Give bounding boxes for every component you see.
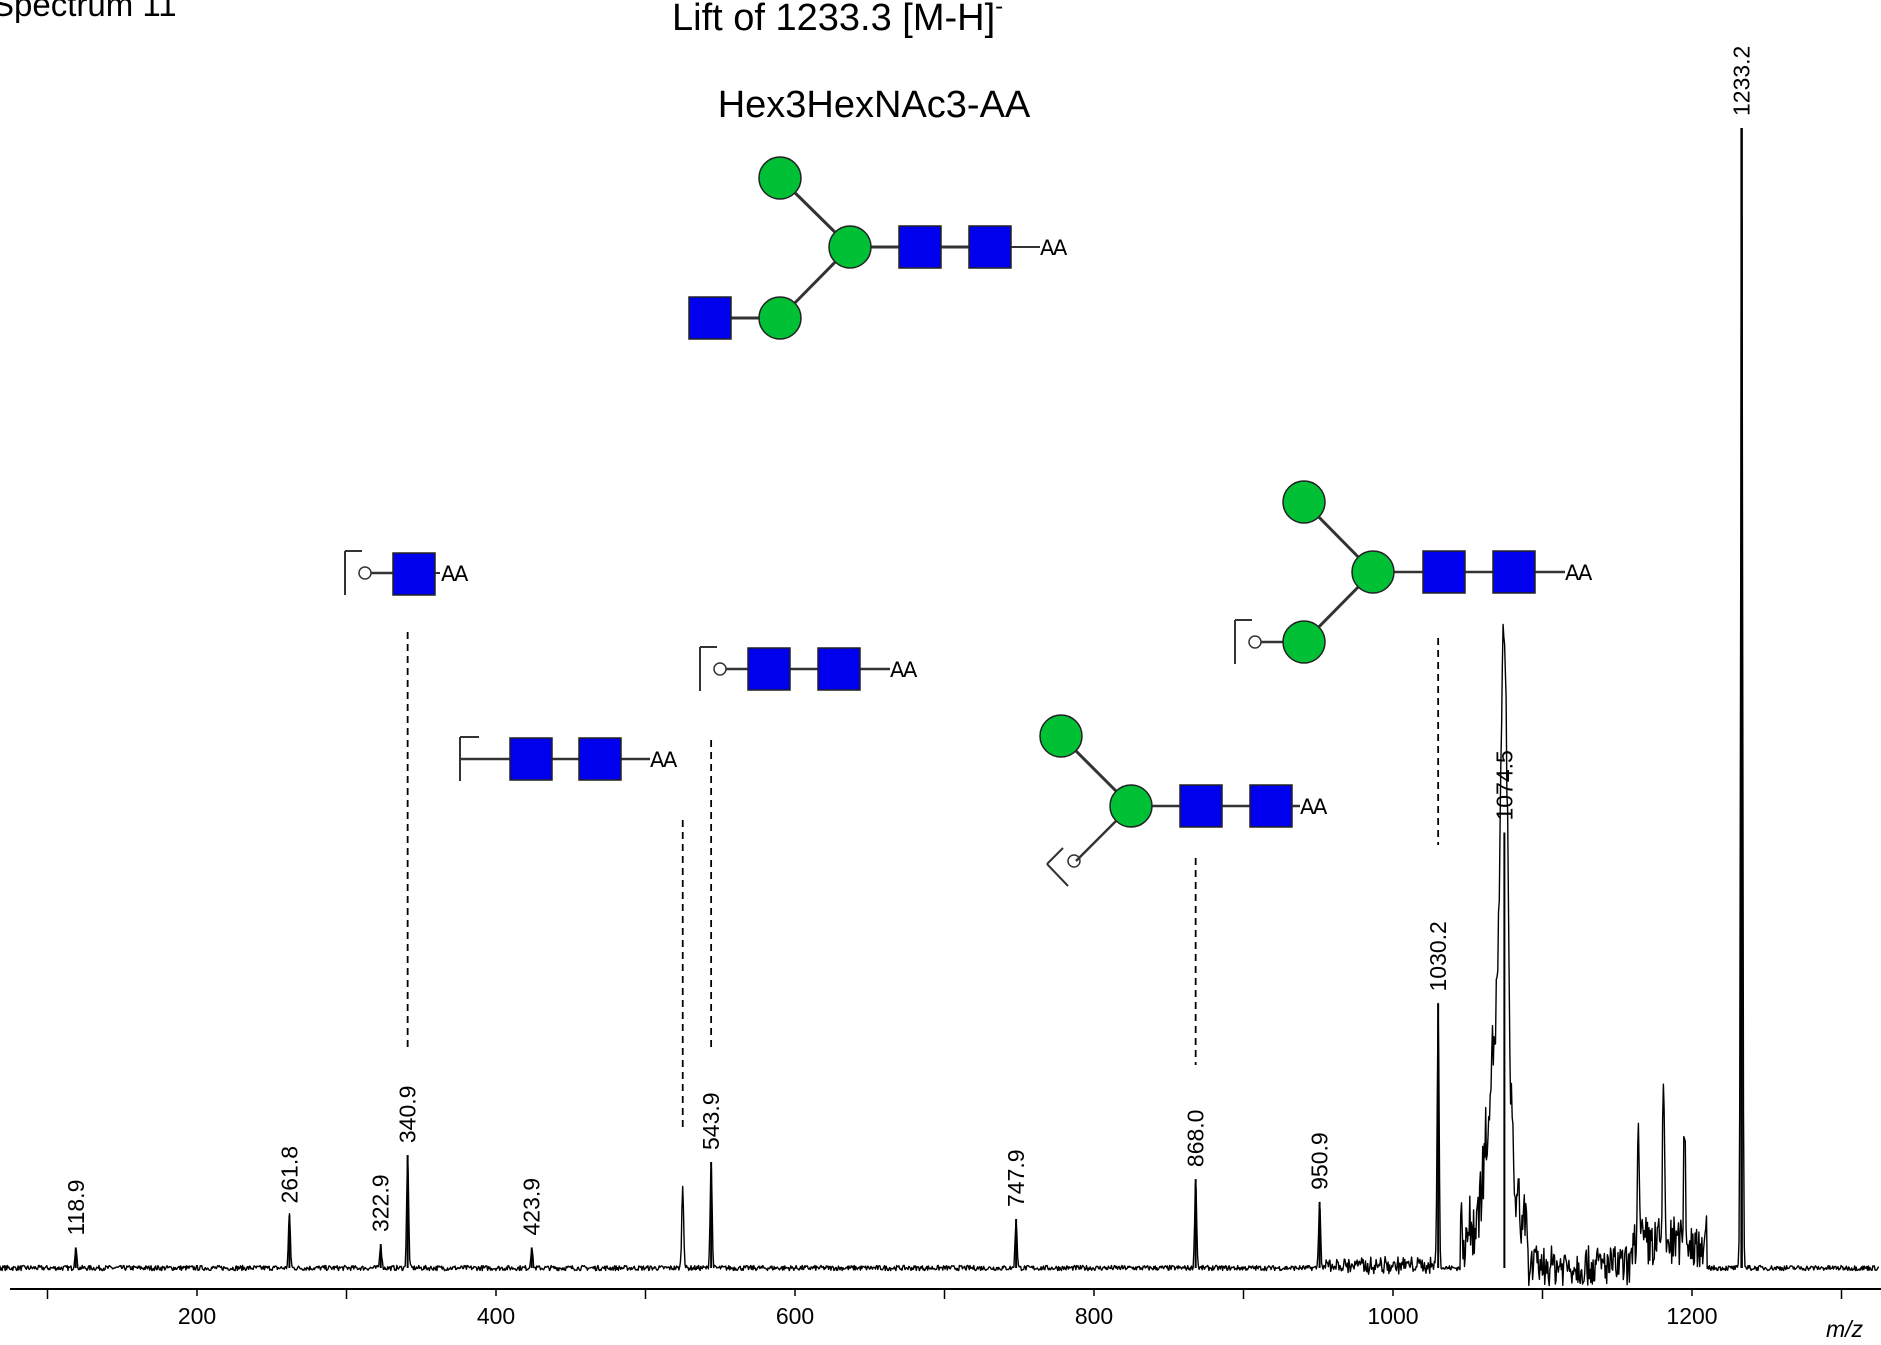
spectrum-trace-layer xyxy=(0,212,1879,1287)
mannose-circle xyxy=(1282,480,1326,524)
aa-label: AA xyxy=(650,748,678,772)
mannose-circle xyxy=(828,225,872,269)
peak-label: 261.8 xyxy=(276,1146,302,1204)
mannose-circle xyxy=(1109,784,1153,828)
peak-label: 322.9 xyxy=(368,1174,394,1232)
x-tick-label: 800 xyxy=(1075,1303,1113,1329)
glycan-fragment-340-9: AA xyxy=(344,550,471,596)
glcnac-square xyxy=(1492,550,1536,594)
chart-title: Lift of 1233.3 [M-H]- xyxy=(672,0,1003,39)
glcnac-square xyxy=(747,647,791,691)
spectrum-trace xyxy=(0,212,1879,1287)
x-tick-label: 1000 xyxy=(1367,1303,1418,1329)
x-axis-label: m/z xyxy=(1826,1316,1864,1342)
glcnac-square xyxy=(968,225,1012,269)
x-tick-label: 600 xyxy=(776,1303,814,1329)
glcnac-square xyxy=(392,552,436,596)
mannose-circle xyxy=(758,156,802,200)
glcnac-square xyxy=(688,296,732,340)
glycan-precursor: AA xyxy=(688,156,1070,340)
glcnac-square xyxy=(1179,784,1223,828)
glycan-fragment-524-9: AA xyxy=(459,736,680,781)
aa-label: AA xyxy=(441,562,469,586)
glcnac-square xyxy=(509,737,553,781)
x-tick-label: 200 xyxy=(178,1303,216,1329)
peak-label: 423.9 xyxy=(519,1178,545,1236)
aa-label: AA xyxy=(1565,561,1593,585)
aa-label: AA xyxy=(890,658,918,682)
fragment-annotation-layer xyxy=(406,632,1440,1130)
glycan-fragment-1030-2: AA xyxy=(1234,480,1595,664)
aa-label: AA xyxy=(1040,236,1068,260)
peak-label: 543.9 xyxy=(698,1092,724,1150)
peak-label: 868.0 xyxy=(1183,1110,1209,1168)
aa-label: AA xyxy=(1300,795,1328,819)
glycan-fragment-543-9: AA xyxy=(699,646,920,691)
peak-label: 340.9 xyxy=(395,1086,421,1144)
spectrum-label: Spectrum 11 xyxy=(0,0,177,23)
x-tick-label: 400 xyxy=(477,1303,515,1329)
glcnac-square xyxy=(817,647,861,691)
mannose-circle xyxy=(758,296,802,340)
chart-subtitle: Hex3HexNAc3-AA xyxy=(718,84,1031,126)
mannose-circle xyxy=(1282,620,1326,664)
x-tick-label: 1200 xyxy=(1666,1303,1717,1329)
peak-label: 950.9 xyxy=(1307,1132,1333,1190)
glcnac-square xyxy=(578,737,622,781)
peak-label: 1074.5 xyxy=(1491,750,1517,820)
peak-label: 747.9 xyxy=(1003,1149,1029,1207)
chart-title-superscript: - xyxy=(995,0,1003,20)
mannose-circle xyxy=(1351,550,1395,594)
peak-label: 1030.2 xyxy=(1425,921,1451,991)
glcnac-square xyxy=(898,225,942,269)
peak-label-layer: 118.9 261.8 322.9 340.9 423.9 543.9 747.9 868.0… xyxy=(63,46,1755,1268)
chart-title-main: Lift of 1233.3 [M-H] xyxy=(672,0,995,39)
glycan-fragment-868-0: AA xyxy=(1039,714,1330,887)
x-axis: 200 400 600 800 1000 1200 xyxy=(10,1288,1881,1329)
glcnac-square xyxy=(1249,784,1293,828)
peak-label: 1233.2 xyxy=(1729,46,1755,116)
mannose-circle xyxy=(1039,714,1083,758)
glcnac-square xyxy=(1422,550,1466,594)
peak-label: 118.9 xyxy=(63,1180,89,1236)
